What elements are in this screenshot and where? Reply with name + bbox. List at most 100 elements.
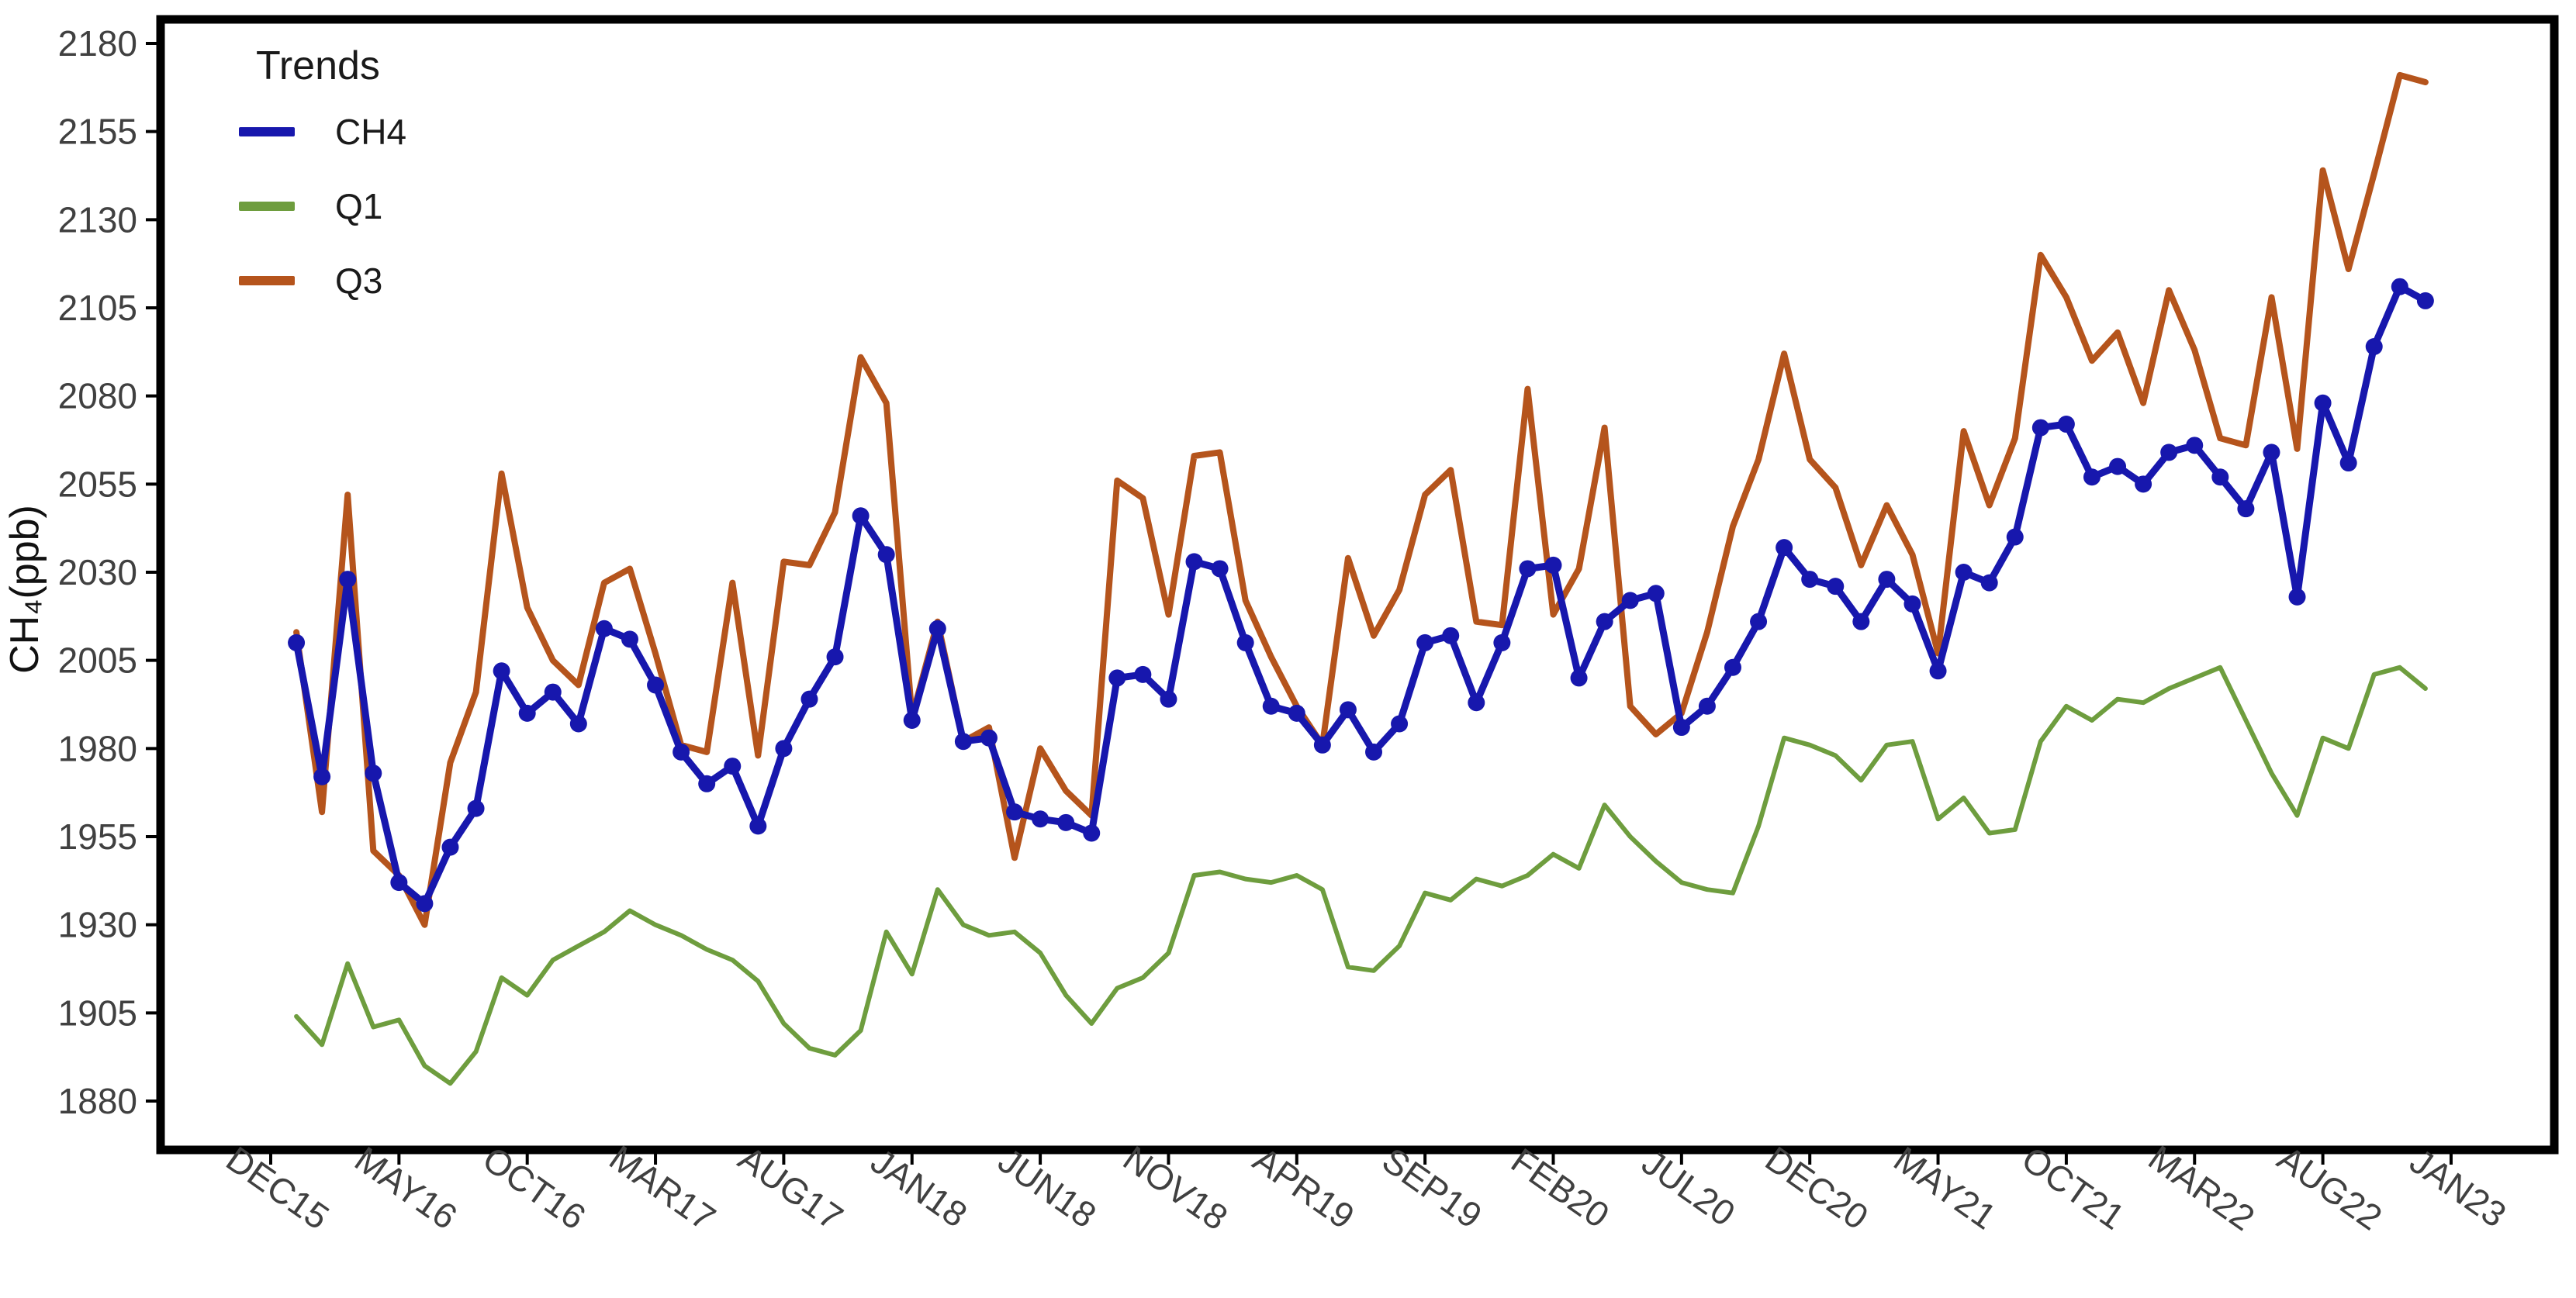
ch4-point bbox=[390, 874, 408, 892]
y-tick-label: 1905 bbox=[58, 992, 137, 1033]
x-tick-label: JAN18 bbox=[863, 1141, 974, 1235]
y-tick-label: 1980 bbox=[58, 728, 137, 768]
ch4-point bbox=[2263, 444, 2280, 461]
ch4-point bbox=[416, 895, 434, 913]
ch4-point bbox=[2186, 437, 2204, 454]
ch4-point bbox=[1903, 595, 1921, 613]
ch4-point bbox=[1955, 564, 1973, 581]
ch4-point bbox=[313, 768, 331, 785]
ch4-point bbox=[569, 715, 587, 733]
ch4-point bbox=[1032, 810, 1049, 828]
ch4-point bbox=[775, 740, 793, 758]
ch4-point bbox=[877, 546, 895, 564]
y-tick-label: 2130 bbox=[58, 199, 137, 240]
x-tick-label: JUN18 bbox=[991, 1140, 1104, 1235]
ch4-point bbox=[1776, 539, 1793, 557]
ch4-point bbox=[621, 630, 638, 648]
ch4-point bbox=[1724, 658, 1741, 676]
ch4-point bbox=[288, 633, 306, 651]
ch4-point bbox=[1519, 560, 1537, 578]
ch4-point bbox=[2339, 454, 2357, 472]
ch4-point bbox=[2288, 588, 2306, 606]
ch4-point bbox=[852, 507, 870, 525]
q1-line-swatch bbox=[239, 202, 295, 211]
y-tick-label: 1930 bbox=[58, 905, 137, 945]
ch4-point bbox=[1647, 585, 1665, 602]
ch4-point bbox=[1134, 665, 1152, 683]
ch4-point bbox=[1391, 715, 1409, 733]
ch4-point bbox=[1929, 662, 1947, 680]
ch4-point bbox=[1185, 553, 1203, 571]
legend-label-q3: Q3 bbox=[335, 261, 383, 301]
ch4-point bbox=[365, 765, 382, 782]
ch4-point bbox=[1672, 719, 1690, 737]
y-tick-label: 2005 bbox=[58, 640, 137, 681]
ch4-point bbox=[1083, 824, 1101, 842]
ch4-point bbox=[1365, 743, 1383, 761]
ch4-point bbox=[1108, 669, 1126, 687]
ch4-point bbox=[1698, 697, 1716, 715]
legend-label-ch4: CH4 bbox=[335, 112, 407, 152]
ch4-point bbox=[1288, 704, 1305, 722]
legend-item-q1: Q1 bbox=[233, 185, 406, 227]
x-tick-label: FEB20 bbox=[1504, 1140, 1616, 1235]
y-tick-label: 2030 bbox=[58, 552, 137, 592]
legend-label-q1: Q1 bbox=[335, 186, 383, 226]
ch4-point bbox=[1339, 701, 1357, 719]
ch4-point bbox=[698, 775, 716, 792]
ch4-point bbox=[2006, 528, 2024, 546]
ch4-point bbox=[1827, 578, 1845, 595]
ch4-point bbox=[1160, 690, 1177, 708]
legend-item-ch4: CH4 bbox=[233, 111, 406, 153]
ch4-point bbox=[1621, 592, 1639, 609]
ch4-point bbox=[2416, 292, 2434, 309]
ch4-point bbox=[1878, 571, 1896, 589]
ch4-point bbox=[595, 620, 613, 637]
ch4-point bbox=[2237, 500, 2255, 518]
ch4-point bbox=[2314, 394, 2332, 412]
ch4-point bbox=[800, 690, 818, 708]
ch4-point bbox=[1801, 571, 1819, 589]
y-tick-label: 2180 bbox=[58, 23, 137, 64]
ch4-point bbox=[724, 758, 742, 775]
q3-line-swatch bbox=[239, 276, 295, 285]
ch4-point bbox=[1596, 613, 1613, 630]
ch4-point bbox=[1006, 803, 1024, 821]
ch4-point bbox=[903, 711, 921, 729]
y-tick-label: 2080 bbox=[58, 376, 137, 416]
ch4-point bbox=[493, 662, 510, 680]
ch4-point bbox=[954, 733, 972, 751]
ch4-point bbox=[2211, 468, 2229, 486]
ch4-point bbox=[441, 838, 459, 856]
ch4-point bbox=[1468, 694, 1485, 712]
y-axis-title: CH₄(ppb) bbox=[2, 505, 47, 674]
panel-border bbox=[156, 15, 2559, 1155]
y-tick-label: 2155 bbox=[58, 112, 137, 152]
ch4-point bbox=[2083, 468, 2101, 486]
ch4-point bbox=[928, 620, 946, 637]
y-tick-label: 2055 bbox=[58, 464, 137, 504]
x-tick-label: JUL20 bbox=[1635, 1141, 1743, 1234]
ch4-point bbox=[673, 743, 690, 761]
q3-line bbox=[293, 71, 2429, 928]
ch4-point bbox=[1057, 813, 1075, 831]
ch4-point bbox=[1852, 613, 1870, 630]
ch4-point bbox=[467, 799, 485, 817]
y-tick-label: 1955 bbox=[58, 816, 137, 857]
ch4-point bbox=[647, 676, 665, 694]
legend: Trends CH4 Q1 Q3 bbox=[233, 43, 406, 334]
ch4-point bbox=[1236, 633, 1254, 651]
ch4-point bbox=[1750, 613, 1768, 630]
ch4-point bbox=[1493, 633, 1511, 651]
ch4-point bbox=[1262, 697, 1280, 715]
legend-item-q3: Q3 bbox=[233, 260, 406, 302]
y-tick-label: 1880 bbox=[58, 1081, 137, 1121]
ch4-line bbox=[292, 283, 2429, 907]
ch4-point bbox=[518, 704, 536, 722]
ch4-point bbox=[1544, 556, 1562, 574]
ch4-point bbox=[826, 648, 844, 666]
ch4-point bbox=[1313, 736, 1331, 754]
ch4-point bbox=[2031, 419, 2049, 437]
ch4-point bbox=[2057, 416, 2075, 433]
